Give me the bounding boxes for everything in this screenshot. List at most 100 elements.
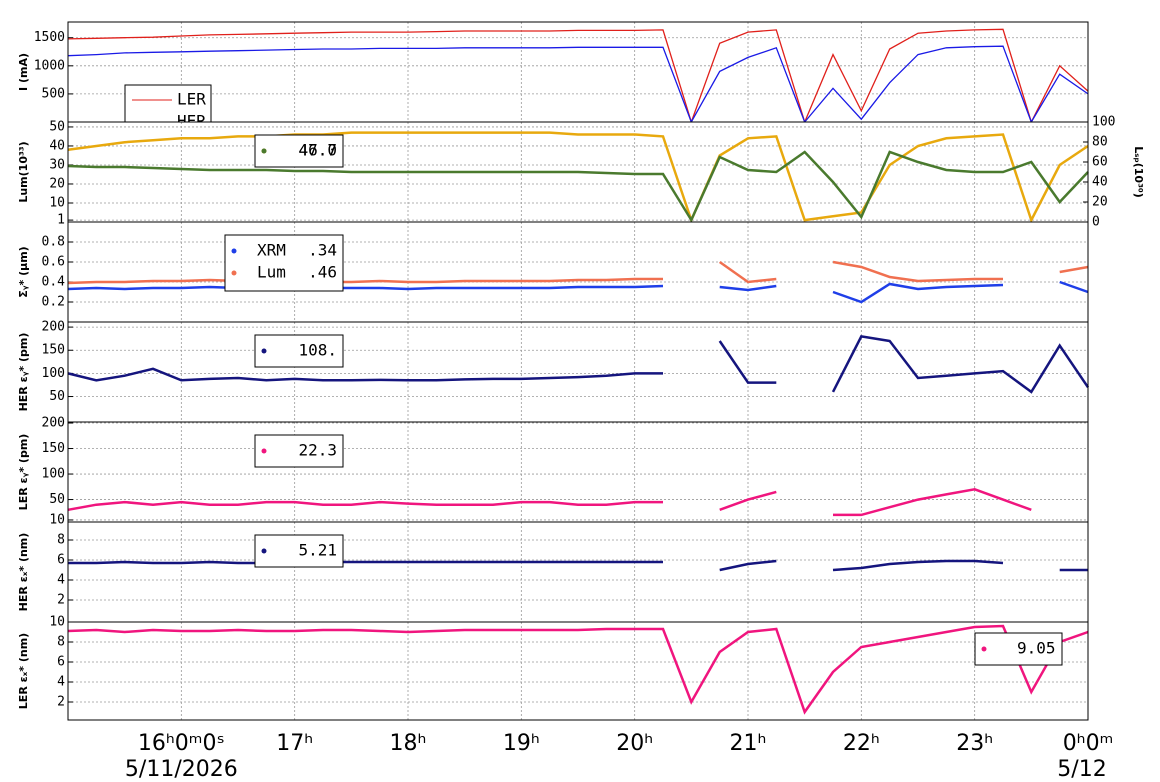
y2-tick-label: 40 xyxy=(1092,175,1108,190)
y-tick-label: 2 xyxy=(57,593,65,608)
y-tick-label: 50 xyxy=(49,119,65,134)
y-tick-label: 200 xyxy=(42,320,65,335)
series-line xyxy=(68,559,1088,572)
series-line xyxy=(67,150,1089,223)
series-line xyxy=(67,131,1089,224)
legend-swatch xyxy=(261,348,267,354)
y-axis-label: Σᵧ* (μm) xyxy=(17,246,30,297)
legend-value: 46.0 xyxy=(298,141,337,160)
y2-tick-label: 100 xyxy=(1092,115,1115,130)
y-tick-label: 200 xyxy=(42,416,65,431)
legend-box xyxy=(254,434,344,468)
series-line xyxy=(67,624,1089,715)
plot-area xyxy=(68,522,1088,622)
series-line xyxy=(67,260,1089,285)
y-tick-label: 10 xyxy=(49,512,65,527)
y-tick-label: 0.6 xyxy=(42,255,65,270)
y-axis-label: I (mA) xyxy=(17,53,30,91)
y-tick-label: 4 xyxy=(57,675,65,690)
legend-value: .34 xyxy=(308,241,337,260)
plot-area xyxy=(68,222,1088,322)
y-tick-label: 0.4 xyxy=(42,275,66,290)
y2-tick-label: 80 xyxy=(1092,135,1108,150)
y-tick-label: 8 xyxy=(57,635,65,650)
y-tick-label: 1 xyxy=(57,213,65,228)
legend-box xyxy=(254,134,344,168)
x-tick-label: 23ʰ xyxy=(956,731,993,756)
y-tick-label: 40 xyxy=(49,138,65,153)
y-tick-label: 10 xyxy=(49,615,65,630)
plot-frame xyxy=(67,621,1089,721)
date-label: 5/11/2026 xyxy=(125,757,238,782)
y-tick-label: 4 xyxy=(57,573,65,588)
y2-tick-label: 60 xyxy=(1092,155,1108,170)
legend-swatch xyxy=(261,548,267,554)
legend-box xyxy=(254,534,344,568)
y2-tick-label: 20 xyxy=(1092,195,1108,210)
x-tick-label: 21ʰ xyxy=(730,731,767,756)
y-axis-label: Lum(10³³) xyxy=(17,141,30,202)
x-tick-label: 22ʰ xyxy=(843,731,880,756)
y-tick-label: 10 xyxy=(49,195,65,210)
y-tick-label: 100 xyxy=(42,467,65,482)
legend: 22.3 xyxy=(254,434,344,468)
x-tick-label: 18ʰ xyxy=(390,731,427,756)
x-tick-label: 0ʰ0ᵐ xyxy=(1063,731,1114,756)
legend-swatch xyxy=(231,248,237,254)
y-tick-label: 30 xyxy=(49,157,65,172)
y-axis-label: LER εₓ* (nm) xyxy=(17,633,30,709)
y-tick-label: 6 xyxy=(57,655,65,670)
legend-value: 9.05 xyxy=(1017,639,1056,658)
plot-area xyxy=(68,322,1088,422)
y-tick-label: 150 xyxy=(42,441,65,456)
y-tick-label: 50 xyxy=(49,492,65,507)
y2-axis-label: Lₛₚ(10³⁰) xyxy=(1132,146,1145,197)
date-label: 5/12 xyxy=(1057,757,1106,782)
y-tick-label: 2 xyxy=(57,695,65,710)
legend: 47.746.0 xyxy=(254,134,344,168)
series-line xyxy=(67,280,1089,304)
legend-box xyxy=(974,632,1063,666)
y-tick-label: 1000 xyxy=(34,58,65,73)
x-tick-label: 17ʰ xyxy=(276,731,313,756)
y-tick-label: 500 xyxy=(42,86,65,101)
y-axis-label: HER εₓ* (nm) xyxy=(17,533,30,612)
legend: 5.21 xyxy=(254,534,344,568)
legend-box xyxy=(254,334,344,368)
legend-swatch xyxy=(261,448,267,454)
legend: 108. xyxy=(254,334,344,368)
y-tick-label: 50 xyxy=(49,389,65,404)
legend-value: 22.3 xyxy=(298,441,337,460)
x-tick-label: 20ʰ xyxy=(616,731,653,756)
legend: XRM .34 Lum .46 xyxy=(224,234,344,292)
y-tick-label: 8 xyxy=(57,533,65,548)
y-tick-label: 20 xyxy=(49,176,65,191)
x-tick-label: 16ʰ0ᵐ0ˢ xyxy=(138,731,225,756)
y-tick-label: 1500 xyxy=(34,30,65,45)
legend-swatch xyxy=(231,270,237,276)
y-tick-label: 100 xyxy=(42,366,65,381)
legend: 9.05 xyxy=(974,632,1063,666)
plot-area xyxy=(68,22,1088,122)
legend-swatch xyxy=(261,148,267,154)
legend-label: XRM xyxy=(257,241,286,260)
y-tick-label: 6 xyxy=(57,553,65,568)
y-axis-label: LER εᵧ* (pm) xyxy=(17,434,30,511)
plot-area xyxy=(68,422,1088,522)
series-line xyxy=(67,28,1089,125)
x-tick-label: 19ʰ xyxy=(503,731,540,756)
y-axis-label: HER εᵧ* (pm) xyxy=(17,333,30,412)
legend-box xyxy=(224,234,344,292)
y-tick-label: 0.8 xyxy=(42,235,65,250)
legend-value: 5.21 xyxy=(298,541,337,560)
y-tick-label: 0.2 xyxy=(42,295,65,310)
series-line xyxy=(67,335,1090,394)
legend-swatch xyxy=(981,646,987,652)
plot-area xyxy=(68,622,1088,720)
legend-value: 47.7 xyxy=(298,141,337,160)
legend-label: Lum xyxy=(257,263,286,282)
series-line xyxy=(67,45,1089,124)
y-tick-label: 150 xyxy=(42,343,65,358)
y2-tick-label: 0 xyxy=(1092,215,1100,230)
